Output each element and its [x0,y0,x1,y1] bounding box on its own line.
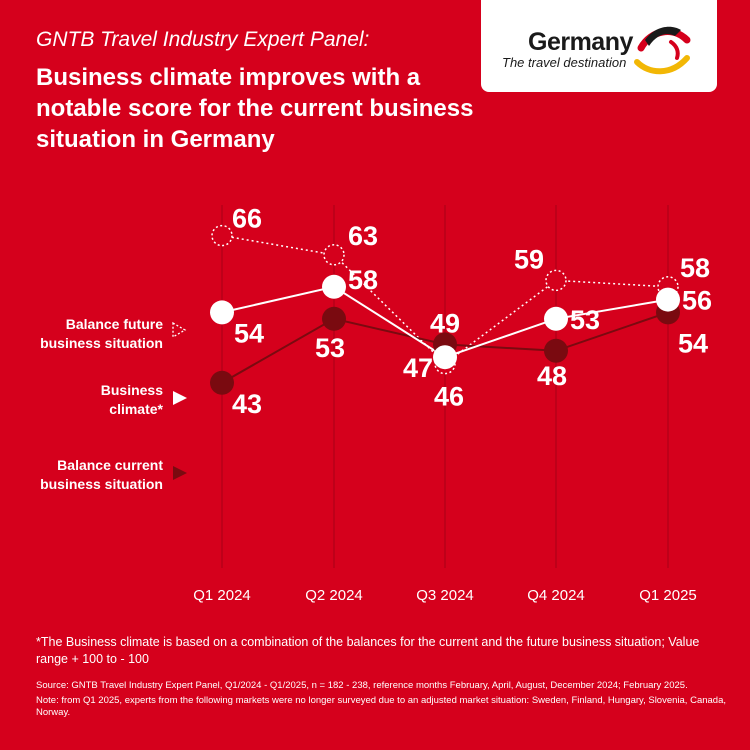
data-label-climate: 54 [234,318,264,348]
legend-label-climate: Business climate* [100,382,163,417]
logo-tagline: The travel destination [502,55,627,70]
source-note: Source: GNTB Travel Industry Expert Pane… [36,680,688,691]
data-label-current: 49 [430,308,460,338]
market-note: Note: from Q1 2025, experts from the fol… [36,695,727,718]
x-tick-label: Q1 2025 [639,587,697,604]
marker-climate [656,287,680,312]
data-label-future: 58 [680,253,710,283]
data-label-current: 54 [678,328,708,358]
panel-kicker: GNTB Travel Industry Expert Panel: [36,28,370,51]
x-tick-label: Q1 2024 [193,587,251,604]
footnote: *The Business climate is based on a comb… [36,635,700,666]
germany-logo[interactable]: Germany The travel destination [481,0,717,92]
legend-marker-future [172,321,187,339]
data-label-future: 59 [514,244,544,274]
marker-climate [210,300,234,325]
data-label-current: 48 [537,361,567,391]
data-label-climate: 47 [403,353,433,383]
eagle-swoosh-icon [634,26,691,75]
marker-current [544,338,568,363]
data-label-climate: 58 [348,265,378,295]
legend-marker-climate [173,391,187,405]
legend-label-future: Balance future business situation [40,316,163,351]
marker-climate [433,345,457,370]
marker-future [545,269,567,292]
data-label-future: 46 [434,382,464,412]
data-label-climate: 56 [682,286,712,316]
data-label-current: 53 [315,333,345,363]
data-label-future: 63 [348,221,378,251]
legend-label-current: Balance current business situation [40,457,163,492]
marker-climate [322,274,346,299]
line-chart: Q1 2024 Q2 2024 Q3 2024 Q4 2024 Q1 2025 66 63 4… [172,204,712,604]
data-label-climate: 53 [570,305,600,335]
legend-marker-current [173,466,187,480]
marker-current [322,306,346,331]
x-tick-label: Q3 2024 [416,587,474,604]
marker-future [211,224,233,247]
marker-current [210,370,234,395]
page-title: Business climate improves with a notable… [36,64,474,153]
x-tick-label: Q2 2024 [305,587,363,604]
marker-future [323,244,345,266]
x-tick-label: Q4 2024 [527,587,585,604]
series-line-future [221,234,669,365]
data-label-current: 43 [232,389,262,419]
data-label-future: 66 [232,204,262,234]
marker-climate [544,306,568,331]
logo-name: Germany [528,28,633,56]
